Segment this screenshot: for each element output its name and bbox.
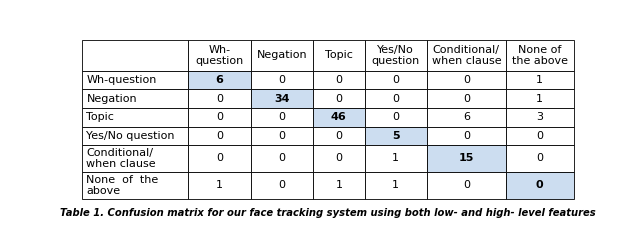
Text: 0: 0	[278, 112, 285, 122]
Text: 1: 1	[536, 94, 543, 104]
Bar	[427, 172, 506, 199]
Bar	[83, 108, 188, 127]
Text: Yes/No
question: Yes/No question	[372, 45, 420, 66]
Text: None of
the above: None of the above	[511, 45, 568, 66]
Text: 0: 0	[335, 153, 342, 163]
Bar	[188, 172, 251, 199]
Bar	[83, 71, 188, 89]
Text: 34: 34	[274, 94, 290, 104]
Bar	[188, 71, 251, 89]
Bar	[251, 108, 313, 127]
Bar	[313, 108, 365, 127]
Bar	[365, 40, 427, 71]
Text: 0: 0	[278, 75, 285, 85]
Text: 0: 0	[335, 131, 342, 141]
Text: 0: 0	[463, 94, 470, 104]
Bar	[365, 108, 427, 127]
Bar	[313, 145, 365, 172]
Text: Table 1. Confusion matrix for our face tracking system using both low- and high-: Table 1. Confusion matrix for our face t…	[60, 208, 596, 218]
Text: 0: 0	[536, 180, 543, 190]
Bar	[427, 127, 506, 145]
Text: 0: 0	[335, 94, 342, 104]
Bar	[188, 108, 251, 127]
Text: 0: 0	[463, 131, 470, 141]
Bar	[365, 127, 427, 145]
Bar	[83, 145, 188, 172]
Text: Yes/No question: Yes/No question	[86, 131, 175, 141]
Text: 0: 0	[278, 153, 285, 163]
Text: 0: 0	[463, 180, 470, 190]
Text: Negation: Negation	[86, 94, 137, 104]
Bar	[506, 108, 573, 127]
Text: Wh-
question: Wh- question	[195, 45, 244, 66]
Bar	[506, 172, 573, 199]
Text: 0: 0	[216, 94, 223, 104]
Text: 0: 0	[216, 112, 223, 122]
Text: 0: 0	[392, 94, 399, 104]
Text: 0: 0	[278, 131, 285, 141]
Text: 46: 46	[331, 112, 347, 122]
Bar	[427, 145, 506, 172]
Text: 1: 1	[392, 153, 399, 163]
Bar	[427, 108, 506, 127]
Text: 1: 1	[392, 180, 399, 190]
Bar	[83, 127, 188, 145]
Bar	[365, 145, 427, 172]
Bar	[251, 127, 313, 145]
Bar	[506, 89, 573, 108]
Bar	[506, 71, 573, 89]
Bar	[251, 89, 313, 108]
Text: 1: 1	[536, 75, 543, 85]
Bar	[427, 71, 506, 89]
Bar	[313, 40, 365, 71]
Bar	[188, 40, 251, 71]
Text: Topic: Topic	[325, 50, 353, 60]
Text: 1: 1	[216, 180, 223, 190]
Bar	[427, 89, 506, 108]
Bar	[506, 145, 573, 172]
Bar	[251, 172, 313, 199]
Text: 5: 5	[392, 131, 399, 141]
Text: 0: 0	[536, 153, 543, 163]
Text: 0: 0	[278, 180, 285, 190]
Bar	[188, 145, 251, 172]
Bar	[365, 172, 427, 199]
Bar	[313, 89, 365, 108]
Bar	[365, 89, 427, 108]
Text: 0: 0	[392, 112, 399, 122]
Text: Conditional/
when clause: Conditional/ when clause	[431, 45, 501, 66]
Text: 3: 3	[536, 112, 543, 122]
Bar	[83, 40, 188, 71]
Bar	[83, 172, 188, 199]
Bar	[83, 89, 188, 108]
Bar	[313, 71, 365, 89]
Bar	[251, 40, 313, 71]
Bar	[427, 40, 506, 71]
Text: 0: 0	[392, 75, 399, 85]
Text: Conditional/
when clause: Conditional/ when clause	[86, 148, 156, 169]
Bar	[188, 89, 251, 108]
Bar	[251, 71, 313, 89]
Bar	[365, 71, 427, 89]
Text: Wh-question: Wh-question	[86, 75, 157, 85]
Bar	[188, 127, 251, 145]
Text: 0: 0	[216, 153, 223, 163]
Bar	[313, 127, 365, 145]
Bar	[506, 40, 573, 71]
Text: 0: 0	[216, 131, 223, 141]
Text: 6: 6	[216, 75, 223, 85]
Text: 15: 15	[459, 153, 474, 163]
Bar	[313, 172, 365, 199]
Text: None  of  the
above: None of the above	[86, 175, 159, 196]
Text: Negation: Negation	[257, 50, 307, 60]
Bar	[506, 127, 573, 145]
Bar	[251, 145, 313, 172]
Text: 0: 0	[335, 75, 342, 85]
Text: Topic: Topic	[86, 112, 115, 122]
Text: 0: 0	[536, 131, 543, 141]
Text: 0: 0	[463, 75, 470, 85]
Text: 1: 1	[335, 180, 342, 190]
Text: 6: 6	[463, 112, 470, 122]
